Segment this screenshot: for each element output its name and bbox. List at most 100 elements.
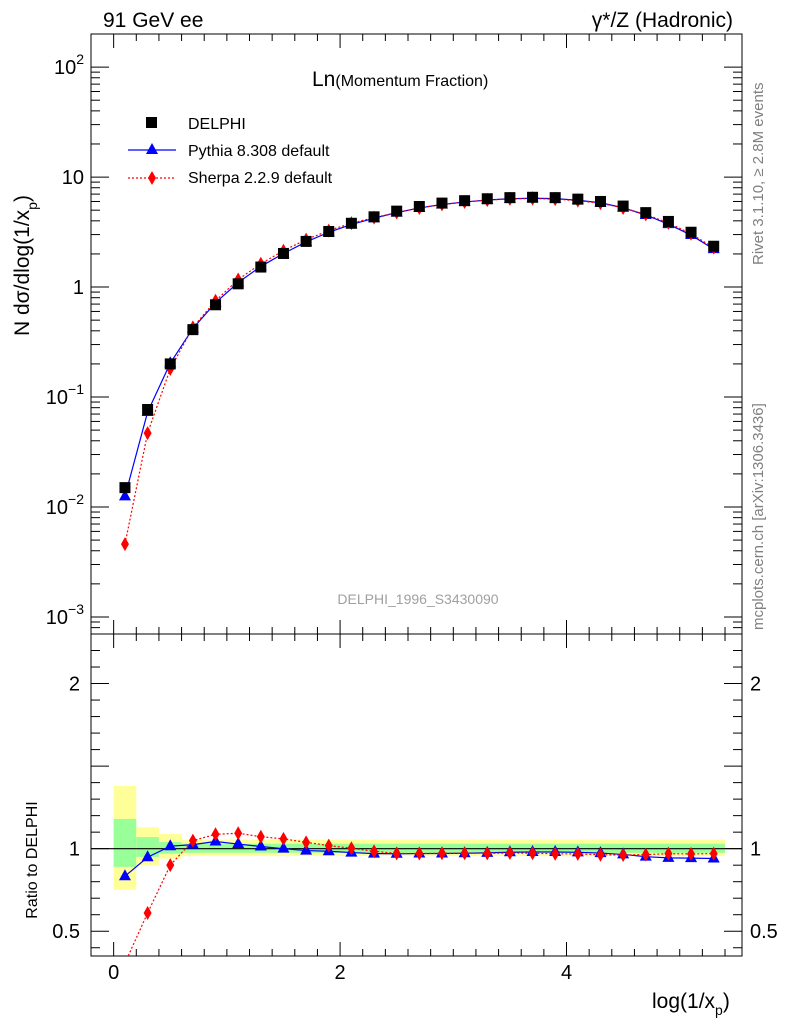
point-delphi <box>527 191 539 203</box>
ratio-point-sherpa <box>279 831 288 846</box>
x-tick-label: 2 <box>335 962 346 984</box>
y-tick-label: 10−1 <box>46 381 84 409</box>
watermark: DELPHI_1996_S3430090 <box>337 591 498 607</box>
ratio-bands <box>91 785 742 890</box>
ratio-point-sherpa <box>166 858 175 873</box>
ratio-point-sherpa <box>188 833 197 848</box>
point-delphi <box>572 193 584 205</box>
ratio-point-sherpa <box>528 846 537 861</box>
ratio-point-sherpa <box>709 846 718 861</box>
legend-marker-sherpa <box>148 171 156 185</box>
point-delphi <box>459 195 471 207</box>
point-delphi <box>549 192 561 204</box>
ratio-point-sherpa <box>619 848 628 863</box>
ratio-point-sherpa <box>664 846 673 861</box>
point-delphi <box>617 200 629 212</box>
chart-title: Ln(Momentum Fraction) <box>312 68 488 91</box>
x-tick-label: 0 <box>108 962 119 984</box>
point-delphi <box>413 201 425 213</box>
ratio-point-sherpa <box>596 847 605 862</box>
y-tick-label: 10 <box>62 167 84 189</box>
ratio-point-sherpa <box>143 906 152 921</box>
band-green <box>113 818 137 867</box>
legend-label-pythia: Pythia 8.308 default <box>188 143 330 160</box>
ratio-point-pythia <box>232 837 245 849</box>
ratio-point-pythia <box>277 841 290 853</box>
point-delphi <box>277 247 289 259</box>
legend-label-delphi: DELPHI <box>188 116 246 133</box>
point-delphi <box>368 211 380 223</box>
data-series <box>118 191 720 956</box>
ratio-point-sherpa <box>641 847 650 862</box>
point-delphi <box>119 482 131 494</box>
ratio-point-pythia <box>164 839 177 851</box>
ratio-point-sherpa <box>415 846 424 861</box>
ratio-point-pythia <box>141 850 154 862</box>
point-delphi <box>685 226 697 238</box>
ratio-point-sherpa <box>370 844 379 859</box>
legend: DELPHI Pythia 8.308 default Sherpa 2.2.9… <box>128 116 333 187</box>
ratio-point-sherpa <box>505 845 514 860</box>
main-ylabel: N dσ/dlog(1/xp) <box>11 195 40 336</box>
header-right: γ*/Z (Hadronic) <box>592 9 733 32</box>
point-delphi <box>708 240 720 252</box>
point-pythia <box>118 489 131 501</box>
ratio-y-tick-label-left: 2 <box>69 674 80 696</box>
ratio-point-sherpa <box>687 846 696 861</box>
ratio-point-sherpa <box>324 838 333 853</box>
ratio-point-sherpa <box>256 829 265 844</box>
main-line-sherpa <box>124 198 715 545</box>
y-tick-label: 10−3 <box>46 601 84 629</box>
point-delphi <box>481 193 493 205</box>
ratio-ylabel: Ratio to DELPHI <box>24 801 41 918</box>
point-delphi <box>164 358 176 370</box>
point-delphi <box>594 195 606 207</box>
point-delphi <box>640 207 652 219</box>
legend-marker-pythia <box>146 143 158 154</box>
point-delphi <box>436 197 448 209</box>
header-left: 91 GeV ee <box>103 9 203 32</box>
axis-ticks: 0 2 4 102 10 1 10−1 10−2 10−3 2 2 1 1 0.5 0.5 <box>46 33 778 984</box>
ratio-y-tick-label-right: 1 <box>750 839 761 861</box>
ratio-point-sherpa <box>234 826 243 841</box>
xlabel: log(1/xp) <box>652 990 730 1018</box>
ratio-point-sherpa <box>483 846 492 861</box>
rivet-label: Rivet 3.1.10, ≥ 2.8M events <box>750 83 767 266</box>
point-delphi <box>187 324 199 336</box>
ratio-point-sherpa <box>392 846 401 861</box>
ratio-frame <box>90 633 743 957</box>
point-delphi <box>210 299 222 311</box>
ratio-point-sherpa <box>460 846 469 861</box>
y-tick-label: 10−2 <box>46 491 84 519</box>
point-delphi <box>504 192 516 204</box>
ratio-point-sherpa <box>437 846 446 861</box>
ratio-point-pythia <box>118 869 131 881</box>
legend-label-sherpa: Sherpa 2.2.9 default <box>188 170 333 187</box>
ratio-point-sherpa <box>573 846 582 861</box>
y-tick-label: 102 <box>54 51 84 79</box>
ratio-y-tick-label-right: 0.5 <box>750 921 778 943</box>
ratio-point-sherpa <box>551 846 560 861</box>
point-sherpa <box>143 426 152 441</box>
x-tick-label: 4 <box>561 962 572 984</box>
ratio-y-tick-label-left: 1 <box>69 839 80 861</box>
legend-marker-delphi <box>146 117 157 128</box>
point-delphi <box>345 217 357 229</box>
point-delphi <box>300 235 312 247</box>
svg-text:N dσ/dlog(1/xp): N dσ/dlog(1/xp) <box>11 195 40 336</box>
main-line-pythia <box>124 197 715 497</box>
ratio-point-sherpa <box>302 835 311 850</box>
point-delphi <box>232 278 244 290</box>
band-green <box>136 837 159 857</box>
ratio-y-tick-label-left: 0.5 <box>52 921 80 943</box>
ratio-point-sherpa <box>347 841 356 856</box>
mcplots-label: mcplots.cern.ch [arXiv:1306.3436] <box>750 403 767 630</box>
point-delphi <box>323 225 335 237</box>
point-sherpa <box>120 537 129 552</box>
ratio-point-sherpa <box>211 827 220 842</box>
point-delphi <box>662 215 674 227</box>
ratio-point-pythia <box>254 839 267 851</box>
point-delphi <box>391 205 403 217</box>
ratio-y-tick-label-right: 2 <box>750 674 761 696</box>
